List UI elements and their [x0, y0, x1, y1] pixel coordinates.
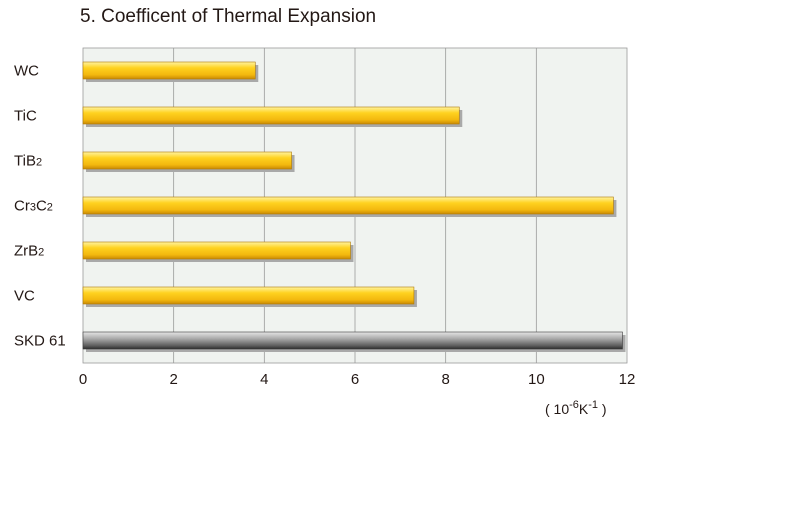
category-label-wc: WC — [14, 63, 39, 80]
bar-tic — [82, 106, 460, 125]
x-tick-label-12: 12 — [619, 371, 636, 388]
x-tick-label-8: 8 — [441, 371, 449, 388]
bar-tib2 — [82, 151, 292, 170]
category-label-tic: TiC — [14, 108, 37, 125]
category-label-vc: VC — [14, 288, 35, 305]
x-tick-labels: 0 2 4 6 8 10 12 — [79, 371, 636, 388]
x-tick-label-0: 0 — [79, 371, 87, 388]
x-tick-label-2: 2 — [169, 371, 177, 388]
bar-zrb2 — [82, 241, 351, 260]
bar-cr3c2 — [82, 196, 614, 215]
category-label-zrb2: ZrB2 — [14, 243, 44, 260]
bar-wc — [82, 61, 256, 80]
category-label-cr3c2: Cr3C2 — [14, 198, 53, 215]
x-tick-label-10: 10 — [528, 371, 545, 388]
x-tick-label-4: 4 — [260, 371, 268, 388]
bar-skd-61 — [82, 331, 623, 350]
x-tick-label-6: 6 — [351, 371, 359, 388]
chart-title: 5. Coefficent of Thermal Expansion — [80, 6, 377, 27]
bars — [82, 61, 626, 352]
bar-vc — [82, 286, 415, 305]
category-label-tib2: TiB2 — [14, 153, 42, 170]
x-axis-unit-label: ( 10-6K-1 ) — [545, 399, 607, 417]
category-label-skd-61: SKD 61 — [14, 333, 66, 350]
category-labels: WC TiC TiB2 Cr3C2 ZrB2 VC SKD 61 — [14, 63, 66, 350]
